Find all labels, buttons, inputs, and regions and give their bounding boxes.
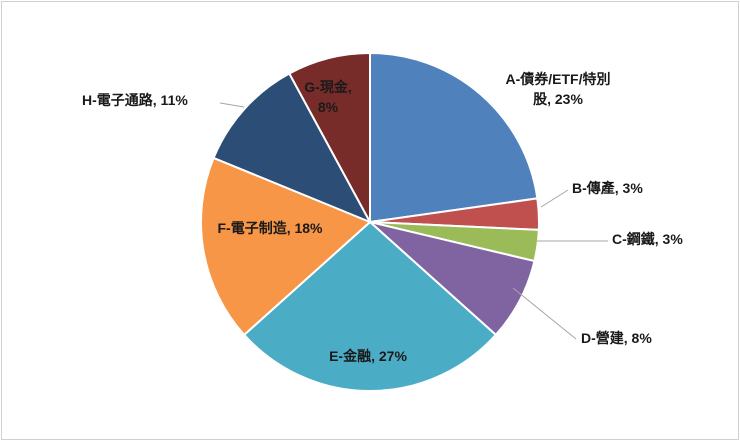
pie-slice-a [369,51,539,224]
slice-label: A-債券/ETF/特別股, 23% [506,71,611,107]
leader-line [540,189,569,208]
slice-label: B-傳產, 3% [572,180,643,196]
pie-slice-h [212,72,373,224]
pie-slice-e [242,220,498,392]
leader-line [219,102,245,108]
pie-slice-g [287,51,371,223]
slice-label: E-金融, 27% [329,348,407,364]
slice-label: G-現金, 8% [304,79,351,115]
leader-line [512,287,577,340]
pie-slice-f [200,156,372,337]
slice-label: F-電子制造, 18% [217,220,323,236]
slice-label: C-鋼鐵, 3% [612,231,683,247]
slice-label: H-電子通路, 11% [82,92,188,108]
slice-label: D-營建, 8% [581,330,652,346]
